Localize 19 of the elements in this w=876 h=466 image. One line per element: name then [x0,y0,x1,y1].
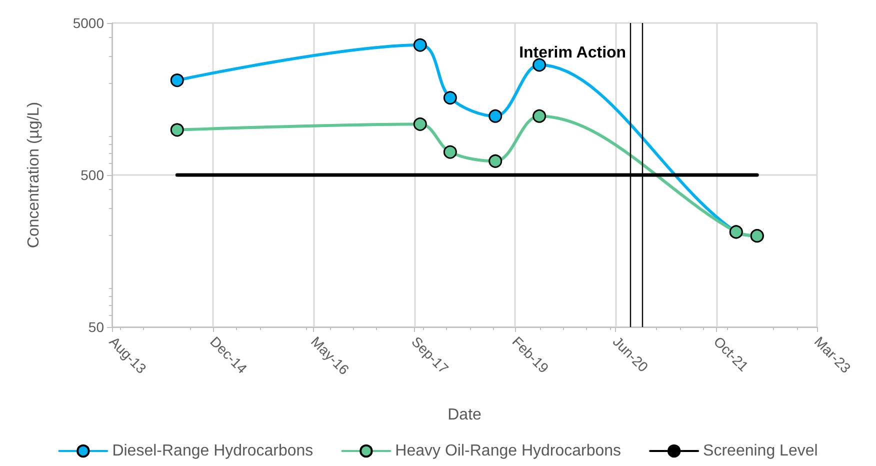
point [488,109,502,123]
point [413,117,427,131]
point [170,74,184,88]
y-axis-title: Concentration (µg/L) [26,102,42,248]
point [532,109,546,123]
point [413,38,427,52]
x-axis-title: Date [448,406,482,424]
legend-label: Screening Level [703,442,818,460]
legend-label: Diesel-Range Hydrocarbons [112,442,314,460]
point [443,145,457,159]
legend-label: Heavy Oil-Range Hydrocarbons [395,442,622,460]
point [170,123,184,137]
point [443,91,457,105]
point [488,154,502,168]
y-tick-label: 500 [80,167,104,183]
point [532,58,546,72]
ref-line-label: Interim Action [519,44,626,62]
y-tick-label: 50 [88,319,104,335]
y-tick-label: 5000 [72,15,104,31]
